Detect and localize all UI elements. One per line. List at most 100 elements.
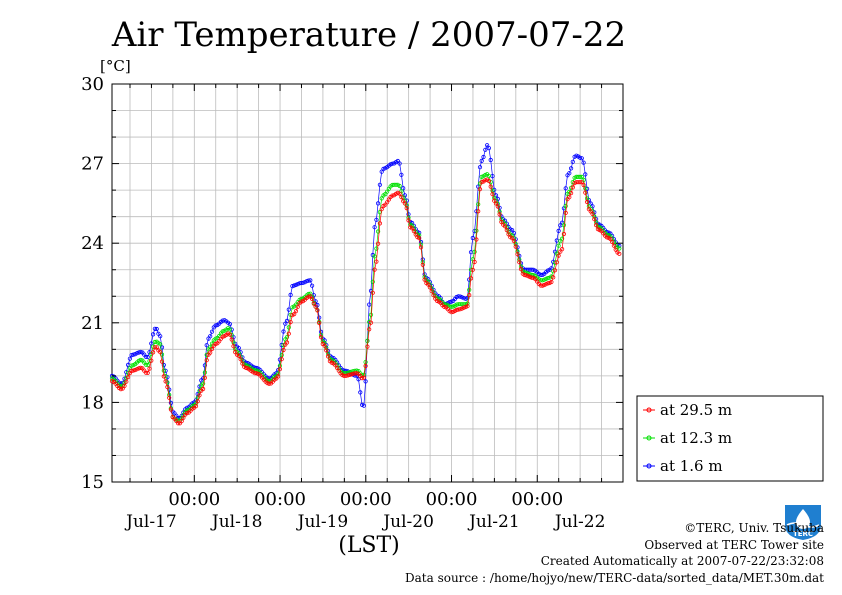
data-point (427, 285, 432, 290)
data-point (529, 275, 534, 280)
data-point (345, 373, 350, 378)
data-point (202, 370, 207, 375)
data-point (238, 357, 243, 362)
data-point (374, 217, 379, 222)
data-point (465, 304, 470, 309)
data-point (367, 302, 372, 307)
data-point (493, 201, 499, 206)
data-point (554, 260, 559, 265)
data-point (306, 294, 311, 299)
data-point (563, 186, 568, 191)
data-point (488, 184, 493, 189)
data-point (467, 292, 472, 298)
data-point (308, 278, 313, 283)
data-point (197, 393, 202, 398)
data-point (267, 381, 272, 386)
legend-box (636, 395, 824, 482)
data-point (195, 399, 200, 404)
data-point (379, 207, 384, 212)
data-point (417, 236, 422, 241)
data-point (309, 283, 315, 288)
data-point (568, 166, 574, 171)
data-point (290, 283, 295, 289)
data-point (367, 327, 372, 332)
series-line (111, 144, 620, 419)
chart-title: Air Temperature / 2007-07-22 (111, 15, 626, 55)
credits-observed: Observed at TERC Tower site (644, 537, 824, 552)
data-point (202, 363, 207, 368)
data-point (372, 254, 377, 259)
y-tick-label: 15 (81, 472, 104, 493)
data-point (568, 191, 574, 196)
data-point (467, 287, 472, 292)
data-point (343, 373, 349, 378)
x-tick-label: 00:00 (426, 489, 478, 510)
x-axis-date-labels: Jul-17 Jul-18 Jul-19 Jul-20 Jul-21 Jul-22 (124, 512, 605, 532)
data-point (375, 241, 381, 246)
data-point (147, 366, 152, 371)
data-point (208, 334, 213, 339)
data-point (363, 363, 368, 369)
data-point (308, 291, 313, 296)
terc-logo-text: TERC (793, 530, 813, 538)
data-point (143, 354, 148, 359)
data-point (617, 246, 622, 251)
data-point (447, 299, 452, 305)
data-point (511, 238, 517, 243)
data-point (284, 340, 290, 345)
data-point (556, 243, 561, 248)
data-point (227, 327, 232, 332)
data-point (151, 350, 156, 355)
data-point (422, 277, 427, 282)
data-point (236, 353, 241, 358)
data-point (393, 182, 399, 187)
data-point (474, 228, 479, 233)
data-point (590, 211, 595, 216)
data-point (609, 239, 615, 244)
data-point (559, 236, 565, 241)
data-point (181, 415, 186, 420)
data-point (168, 400, 173, 405)
data-point (429, 289, 434, 294)
data-point (604, 235, 609, 240)
data-point (461, 305, 466, 310)
y-tick-label: 24 (81, 233, 104, 254)
y-tick-label: 30 (81, 74, 104, 95)
data-point (384, 189, 390, 194)
data-point (379, 196, 384, 201)
data-point (143, 370, 148, 375)
data-point (204, 343, 209, 348)
data-point (613, 247, 618, 252)
data-point (540, 278, 545, 283)
x-date-label: Jul-21 (467, 512, 520, 532)
data-point (168, 407, 173, 412)
data-point (361, 403, 366, 408)
data-point (442, 304, 447, 309)
data-point (201, 386, 206, 392)
data-point (584, 199, 590, 205)
y-axis-unit-label: [°C] (100, 57, 131, 75)
data-point (149, 358, 154, 363)
data-point (240, 361, 245, 366)
data-point (552, 268, 558, 273)
legend-item-12-3: at 12.3 m (643, 429, 732, 447)
data-point (577, 180, 583, 185)
data-point (299, 280, 304, 286)
data-point (561, 231, 567, 237)
data-point (431, 293, 436, 298)
legend-marker-12-3 (646, 435, 652, 441)
data-point (420, 262, 425, 267)
data-point (581, 160, 586, 165)
plot-area (109, 83, 624, 483)
data-point (204, 358, 209, 363)
x-tick-label: 00:00 (254, 489, 306, 510)
data-point (577, 155, 583, 160)
data-point (209, 346, 215, 352)
data-point (161, 368, 166, 373)
data-point (488, 157, 493, 163)
data-point (583, 190, 588, 195)
data-point (208, 350, 213, 355)
data-point (411, 229, 416, 234)
data-point (540, 283, 545, 288)
data-point (184, 410, 190, 416)
